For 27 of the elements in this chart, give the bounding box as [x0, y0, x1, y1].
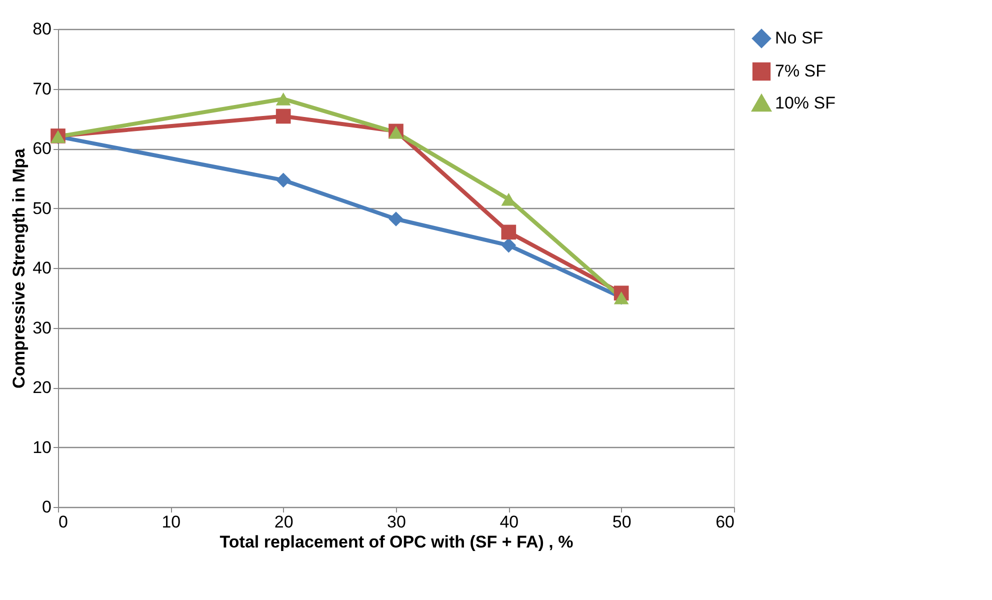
legend-label: No SF — [775, 28, 824, 48]
y-tick-label: 50 — [32, 198, 52, 218]
point — [501, 224, 516, 240]
point — [276, 108, 291, 124]
y-tick-label: 20 — [32, 378, 52, 397]
x-tick-label: 10 — [162, 512, 181, 532]
x-tick-label: 50 — [612, 512, 632, 532]
x-tick-label: 60 — [716, 512, 734, 532]
x-axis-title: Total replacement of OPC with (SF + FA) , % — [220, 532, 574, 552]
point — [388, 212, 404, 226]
x-tick-label: 40 — [500, 512, 519, 532]
y-tick-label: 10 — [32, 438, 52, 457]
point — [276, 92, 291, 106]
x-tick-label: 0 — [58, 512, 68, 532]
y-axis-title: Compressive Strength in Mpa — [10, 148, 29, 388]
legend-label: 7% SF — [775, 62, 826, 80]
y-tick-label: 0 — [42, 498, 52, 516]
y-tick-label: 70 — [32, 79, 52, 98]
y-tick-label: 60 — [32, 139, 52, 158]
y-tick-label: 80 — [32, 20, 52, 38]
y-tick-label: 40 — [32, 258, 52, 278]
legend-label: 10% SF — [775, 94, 836, 112]
y-tick-label: 30 — [32, 318, 52, 338]
x-tick-label: 30 — [387, 512, 406, 532]
x-tick-label: 20 — [274, 512, 294, 532]
point — [501, 238, 516, 253]
point — [276, 172, 291, 188]
